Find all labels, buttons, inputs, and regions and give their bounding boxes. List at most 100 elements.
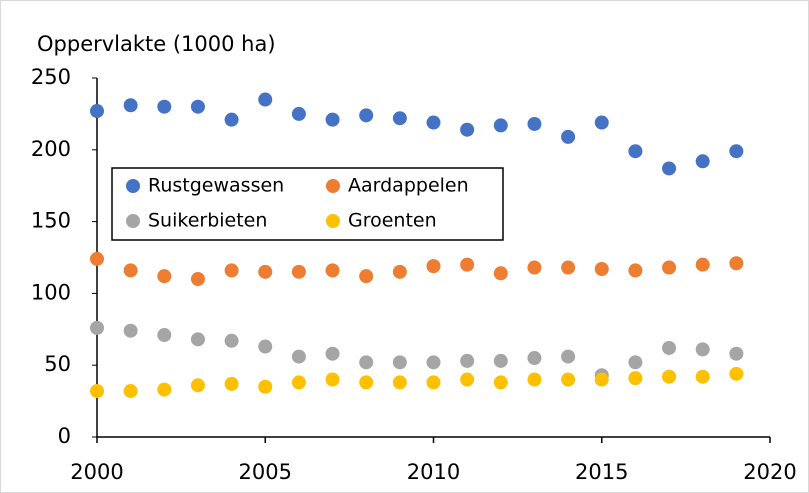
scatter-point: [157, 382, 172, 397]
scatter-point: [325, 372, 340, 387]
x-tick-label: 2010: [407, 460, 460, 484]
scatter-point: [392, 111, 407, 126]
scatter-point: [157, 99, 172, 114]
y-tick-label: 250: [31, 65, 71, 89]
scatter-point: [662, 340, 677, 355]
scatter-point: [628, 144, 643, 159]
scatter-point: [561, 349, 576, 364]
scatter-point: [325, 112, 340, 127]
legend-label: Groenten: [348, 210, 437, 232]
y-tick-label: 150: [31, 209, 71, 233]
scatter-point: [426, 375, 441, 390]
scatter-point: [493, 266, 508, 281]
scatter-point: [90, 104, 104, 119]
scatter-point: [695, 154, 710, 169]
scatter-point: [157, 269, 172, 284]
y-tick-label: 100: [31, 280, 71, 304]
scatter-point: [426, 115, 441, 130]
scatter-point: [123, 384, 138, 399]
scatter-point: [594, 115, 609, 130]
scatter-point: [662, 369, 677, 384]
legend-box: [111, 167, 504, 241]
scatter-point: [426, 355, 441, 370]
scatter-point: [258, 339, 273, 354]
scatter-point: [561, 372, 576, 387]
scatter-point: [258, 92, 273, 107]
scatter-point: [628, 371, 643, 386]
scatter-point: [527, 372, 542, 387]
scatter-point: [190, 99, 205, 114]
legend-marker: [326, 214, 340, 228]
scatter-point: [527, 260, 542, 275]
scatter-point: [224, 376, 239, 391]
scatter-point: [224, 263, 239, 278]
scatter-point: [561, 129, 576, 144]
scatter-point: [729, 144, 744, 159]
scatter-point: [123, 323, 138, 338]
scatter-point: [359, 269, 374, 284]
scatter-point: [695, 342, 710, 357]
x-tick-label: 2005: [239, 460, 292, 484]
scatter-point: [392, 264, 407, 279]
scatter-point: [527, 116, 542, 131]
x-tick-label: 2015: [575, 460, 628, 484]
scatter-point: [325, 346, 340, 361]
scatter-point: [392, 375, 407, 390]
scatter-point: [527, 351, 542, 366]
scatter-point: [123, 263, 138, 278]
y-tick-label: 200: [31, 137, 71, 161]
scatter-point: [460, 257, 475, 272]
y-axis-label: Oppervlakte (1000 ha): [37, 32, 276, 56]
scatter-point: [291, 264, 306, 279]
scatter-point: [291, 349, 306, 364]
scatter-point: [123, 98, 138, 113]
scatter-point: [628, 355, 643, 370]
y-tick-label: 0: [58, 424, 71, 448]
scatter-point: [695, 257, 710, 272]
scatter-point: [729, 366, 744, 381]
scatter-point: [392, 355, 407, 370]
legend-marker: [126, 214, 140, 228]
legend-label: Suikerbieten: [148, 210, 267, 232]
scatter-point: [662, 260, 677, 275]
scatter-point: [90, 384, 104, 399]
scatter-point: [460, 122, 475, 137]
scatter-point: [291, 106, 306, 121]
scatter-point: [258, 379, 273, 394]
y-tick-label: 50: [44, 352, 71, 376]
scatter-point: [224, 333, 239, 348]
legend-marker: [326, 179, 340, 193]
scatter-point: [561, 260, 576, 275]
scatter-point: [190, 378, 205, 393]
legend-marker: [126, 179, 140, 193]
scatter-point: [157, 328, 172, 343]
scatter-point: [258, 264, 273, 279]
legend-label: Aardappelen: [348, 175, 469, 197]
x-tick-label: 2000: [70, 460, 123, 484]
scatter-point: [224, 112, 239, 127]
scatter-point: [594, 372, 609, 387]
scatter-point: [460, 353, 475, 368]
scatter-point: [90, 320, 104, 335]
scatter-point: [426, 259, 441, 274]
scatter-point: [594, 261, 609, 276]
scatter-point: [493, 118, 508, 133]
scatter-point: [729, 256, 744, 271]
scatter-point: [90, 251, 104, 266]
scatter-point: [325, 263, 340, 278]
legend-label: Rustgewassen: [148, 175, 284, 197]
scatter-point: [359, 108, 374, 123]
scatter-point: [359, 375, 374, 390]
scatter-point: [460, 372, 475, 387]
scatter-point: [695, 369, 710, 384]
scatter-point: [190, 332, 205, 347]
scatter-point: [291, 375, 306, 390]
scatter-point: [190, 272, 205, 287]
scatter-point: [628, 263, 643, 278]
scatter-point: [729, 346, 744, 361]
x-tick-label: 2020: [743, 460, 796, 484]
scatter-point: [493, 375, 508, 390]
scatter-point: [359, 355, 374, 370]
